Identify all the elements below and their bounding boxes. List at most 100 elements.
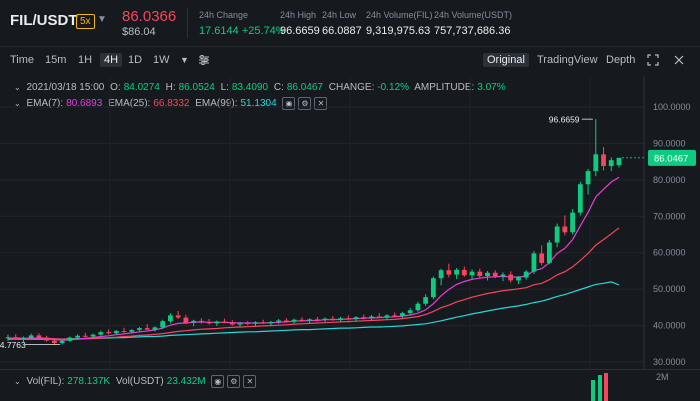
chart-toolbar: Time 15m 1H 4H 1D 1W ▼ Original TradingV… [0,50,700,72]
candle-body [361,317,367,319]
fullscreen-icon[interactable] [647,54,659,69]
view-tradingview[interactable]: TradingView [537,54,598,66]
eye-icon[interactable]: ◉ [282,97,296,110]
settings-icon[interactable]: ⚙ [298,97,312,110]
tf-1w[interactable]: 1W [153,54,170,66]
candle-body [137,328,142,330]
candle-body [222,321,227,323]
candle-body [168,315,173,322]
candle-body [531,253,537,272]
candle-body [423,297,429,304]
ohlc-collapse-icon[interactable]: ⌄ [14,83,21,92]
volume-settings-icon[interactable]: ⚙ [227,375,241,388]
candle-body [492,272,498,277]
candle-body [291,319,297,322]
candle-body [67,337,73,341]
view-original[interactable]: Original [483,53,529,67]
tf-1d[interactable]: 1D [128,54,143,66]
candle-body [160,321,166,328]
candle-body [152,327,158,330]
ema25-value: 66.8332 [153,98,190,110]
candle-body [5,337,11,339]
ema-collapse-icon[interactable]: ⌄ [14,99,21,109]
candlestick-chart[interactable]: 100.0000 90.0000 80.0000 70.0000 60.0000 50.0… [0,0,700,369]
candle-body [276,320,282,322]
candle-body [113,331,119,334]
candle-body [229,322,235,325]
candle-body [28,335,34,338]
stat-label-24h-change: 24h Change [199,10,249,20]
volume-usdt-label: Vol(USDT) [115,376,164,388]
close-panel-icon[interactable] [673,54,685,69]
candle-body [508,274,514,281]
ohlc-open-value: 84.0274 [123,82,160,93]
chart-grid [0,76,645,369]
candle-body [245,323,251,325]
tf-15m[interactable]: 15m [45,54,67,66]
candle-body [608,160,614,167]
symbol-dropdown-icon[interactable]: ▼ [97,14,107,25]
close-icon[interactable]: ✕ [314,97,328,110]
candle-body [121,331,127,333]
candle-body [338,318,343,320]
more-timeframes-icon[interactable]: ▼ [180,55,189,65]
candle-body [314,319,320,321]
candle-body [44,337,50,341]
ema25-line [8,227,620,340]
last-price-usd: $86.04 [122,26,156,38]
candle-body [322,318,328,321]
candle-body [353,317,359,320]
candle-body [175,315,181,318]
ohlc-high-label: H: [165,82,176,93]
ohlc-low-label: L: [220,82,229,93]
candle-body [438,270,444,279]
stat-label-24h-low: 24h Low [322,10,357,20]
price-tick-label: 80.0000 [653,175,686,185]
tf-4h[interactable]: 4H [100,53,123,67]
ema99-line [8,281,620,340]
ohlc-date: 2021/03/18 15:00 [26,82,105,93]
view-depth[interactable]: Depth [606,54,636,66]
candle-body [570,212,575,233]
leverage-badge[interactable]: 5x [76,14,95,29]
volume-panel: ⌄ Vol(FIL): 278.137K Vol(USDT) 23.432M ◉ ⚙ ✕… [0,369,700,401]
price-tick-label: 50.0000 [653,284,686,294]
volume-fil-value: 278.137K [67,376,111,388]
symbol-title[interactable]: FIL/USDT [10,12,78,29]
volume-eye-icon[interactable]: ◉ [211,375,225,388]
candle-body [446,270,452,275]
indicator-settings-icon[interactable] [198,54,210,69]
candle-body [384,315,390,318]
candle-body [516,277,521,281]
volume-bar [598,375,602,401]
candle-body [183,317,189,323]
candle-body [237,323,243,325]
candle-body [546,242,552,263]
ohlc-change-label: CHANGE: [328,82,375,93]
candle-body [392,315,398,317]
volume-collapse-icon[interactable]: ⌄ [14,377,21,387]
ema7-line [7,176,620,341]
candle-body [469,271,475,276]
candle-body [461,269,467,276]
candles [5,119,622,345]
stat-value-24h-low: 66.0887 [322,25,362,37]
candle-body [90,334,96,337]
header-divider [187,8,188,38]
ohlc-amplitude-value: 3.07% [477,82,506,93]
candle-body [400,313,405,317]
price-tick-label: 60.0000 [653,248,686,258]
candle-body [454,269,459,275]
tf-time[interactable]: Time [10,54,35,66]
volume-close-icon[interactable]: ✕ [243,375,257,388]
volume-info-row: ⌄ Vol(FIL): 278.137K Vol(USDT) 23.432M ◉ ⚙ ✕ [14,375,259,388]
candle-body [106,332,111,334]
candle-body [206,321,212,324]
price-axis: 100.0000 90.0000 80.0000 70.0000 60.0000 50.0… [653,102,691,367]
candle-body [601,154,606,167]
volume-axis-label: 2M [656,372,669,382]
low-marker-label: 34.7763 [0,340,26,350]
candle-body [253,322,258,324]
candle-body [36,335,42,338]
tf-1h[interactable]: 1H [78,54,93,66]
